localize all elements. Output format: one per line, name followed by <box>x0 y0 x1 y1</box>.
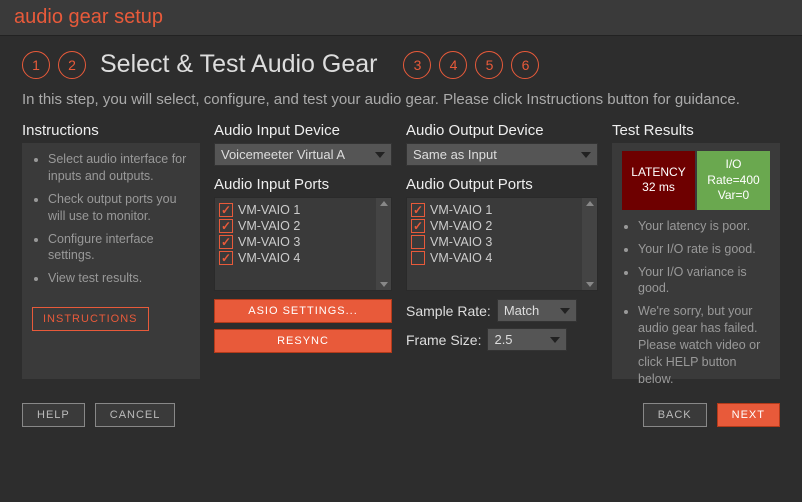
back-button[interactable]: BACK <box>643 403 707 427</box>
chevron-down-icon <box>375 152 385 158</box>
io-badge: I/O Rate=400 Var=0 <box>697 151 770 210</box>
scroll-up-icon[interactable] <box>380 201 388 206</box>
step-description: In this step, you will select, configure… <box>22 91 780 108</box>
help-button[interactable]: HELP <box>22 403 85 427</box>
input-ports-list[interactable]: VM-VAIO 1 VM-VAIO 2 VM-VAIO 3 VM-VAIO 4 <box>214 197 392 291</box>
instructions-label: Instructions <box>22 122 200 139</box>
latency-badge: LATENCY 32 ms <box>622 151 695 210</box>
output-port-item[interactable]: VM-VAIO 3 <box>411 234 597 250</box>
checkbox-icon[interactable] <box>219 203 233 217</box>
scrollbar[interactable] <box>376 198 391 290</box>
input-port-item[interactable]: VM-VAIO 4 <box>219 250 391 266</box>
io-badge-line2: Var=0 <box>701 188 766 204</box>
output-column: Audio Output Device Same as Input Audio … <box>406 122 598 379</box>
checkbox-icon[interactable] <box>411 235 425 249</box>
step-title: Select & Test Audio Gear <box>100 50 377 79</box>
output-device-value: Same as Input <box>413 147 497 162</box>
output-port-item[interactable]: VM-VAIO 1 <box>411 202 597 218</box>
steps-row: 1 2 Select & Test Audio Gear 3 4 5 6 <box>22 50 780 79</box>
input-port-item[interactable]: VM-VAIO 3 <box>219 234 391 250</box>
chevron-down-icon <box>560 308 570 314</box>
instructions-panel: Select audio interface for inputs and ou… <box>22 143 200 379</box>
latency-badge-title: LATENCY <box>626 165 691 181</box>
sample-rate-select[interactable]: Match <box>497 299 577 322</box>
scrollbar[interactable] <box>582 198 597 290</box>
port-label: VM-VAIO 2 <box>238 219 300 233</box>
checkbox-icon[interactable] <box>219 219 233 233</box>
frame-size-select[interactable]: 2.5 <box>487 328 567 351</box>
port-label: VM-VAIO 3 <box>430 235 492 249</box>
output-ports-label: Audio Output Ports <box>406 176 598 193</box>
sample-rate-row: Sample Rate: Match <box>406 299 598 322</box>
output-port-item[interactable]: VM-VAIO 4 <box>411 250 597 266</box>
results-column: Test Results LATENCY 32 ms I/O Rate=400 … <box>612 122 780 379</box>
io-badge-line1: Rate=400 <box>701 173 766 189</box>
input-column: Audio Input Device Voicemeeter Virtual A… <box>214 122 392 379</box>
result-item: Your latency is poor. <box>638 218 770 235</box>
step-5[interactable]: 5 <box>475 51 503 79</box>
step-3[interactable]: 3 <box>403 51 431 79</box>
instruction-item: Configure interface settings. <box>48 231 190 265</box>
scroll-down-icon[interactable] <box>586 282 594 287</box>
port-label: VM-VAIO 3 <box>238 235 300 249</box>
cancel-button[interactable]: CANCEL <box>95 403 176 427</box>
port-label: VM-VAIO 4 <box>238 251 300 265</box>
input-port-item[interactable]: VM-VAIO 2 <box>219 218 391 234</box>
result-item: We're sorry, but your audio gear has fai… <box>638 303 770 387</box>
instructions-button[interactable]: INSTRUCTIONS <box>32 307 149 331</box>
step-2[interactable]: 2 <box>58 51 86 79</box>
content: 1 2 Select & Test Audio Gear 3 4 5 6 In … <box>0 36 802 389</box>
sample-rate-value: Match <box>504 303 539 318</box>
step-1[interactable]: 1 <box>22 51 50 79</box>
step-6[interactable]: 6 <box>511 51 539 79</box>
output-device-select[interactable]: Same as Input <box>406 143 598 166</box>
chevron-down-icon <box>550 337 560 343</box>
output-ports-list[interactable]: VM-VAIO 1 VM-VAIO 2 VM-VAIO 3 VM-VAIO 4 <box>406 197 598 291</box>
instruction-item: Check output ports you will use to monit… <box>48 191 190 225</box>
frame-size-label: Frame Size: <box>406 332 481 348</box>
input-port-item[interactable]: VM-VAIO 1 <box>219 202 391 218</box>
footer: HELP CANCEL BACK NEXT <box>0 389 802 427</box>
chevron-down-icon <box>581 152 591 158</box>
input-device-label: Audio Input Device <box>214 122 392 139</box>
input-device-value: Voicemeeter Virtual A <box>221 147 345 162</box>
port-label: VM-VAIO 1 <box>430 203 492 217</box>
input-ports-label: Audio Input Ports <box>214 176 392 193</box>
next-button[interactable]: NEXT <box>717 403 780 427</box>
results-label: Test Results <box>612 122 780 139</box>
window-title: audio gear setup <box>0 0 802 36</box>
instruction-item: View test results. <box>48 270 190 287</box>
checkbox-icon[interactable] <box>219 235 233 249</box>
result-item: Your I/O variance is good. <box>638 264 770 298</box>
checkbox-icon[interactable] <box>411 219 425 233</box>
frame-size-value: 2.5 <box>494 332 512 347</box>
step-4[interactable]: 4 <box>439 51 467 79</box>
checkbox-icon[interactable] <box>411 251 425 265</box>
port-label: VM-VAIO 2 <box>430 219 492 233</box>
checkbox-icon[interactable] <box>219 251 233 265</box>
result-item: Your I/O rate is good. <box>638 241 770 258</box>
checkbox-icon[interactable] <box>411 203 425 217</box>
scroll-down-icon[interactable] <box>380 282 388 287</box>
frame-size-row: Frame Size: 2.5 <box>406 328 598 351</box>
port-label: VM-VAIO 4 <box>430 251 492 265</box>
latency-badge-value: 32 ms <box>626 180 691 196</box>
input-device-select[interactable]: Voicemeeter Virtual A <box>214 143 392 166</box>
results-panel: LATENCY 32 ms I/O Rate=400 Var=0 Your la… <box>612 143 780 379</box>
instruction-item: Select audio interface for inputs and ou… <box>48 151 190 185</box>
output-device-label: Audio Output Device <box>406 122 598 139</box>
instructions-column: Instructions Select audio interface for … <box>22 122 200 379</box>
resync-button[interactable]: RESYNC <box>214 329 392 353</box>
io-badge-title: I/O <box>701 157 766 173</box>
asio-settings-button[interactable]: ASIO SETTINGS... <box>214 299 392 323</box>
port-label: VM-VAIO 1 <box>238 203 300 217</box>
sample-rate-label: Sample Rate: <box>406 303 491 319</box>
output-port-item[interactable]: VM-VAIO 2 <box>411 218 597 234</box>
scroll-up-icon[interactable] <box>586 201 594 206</box>
